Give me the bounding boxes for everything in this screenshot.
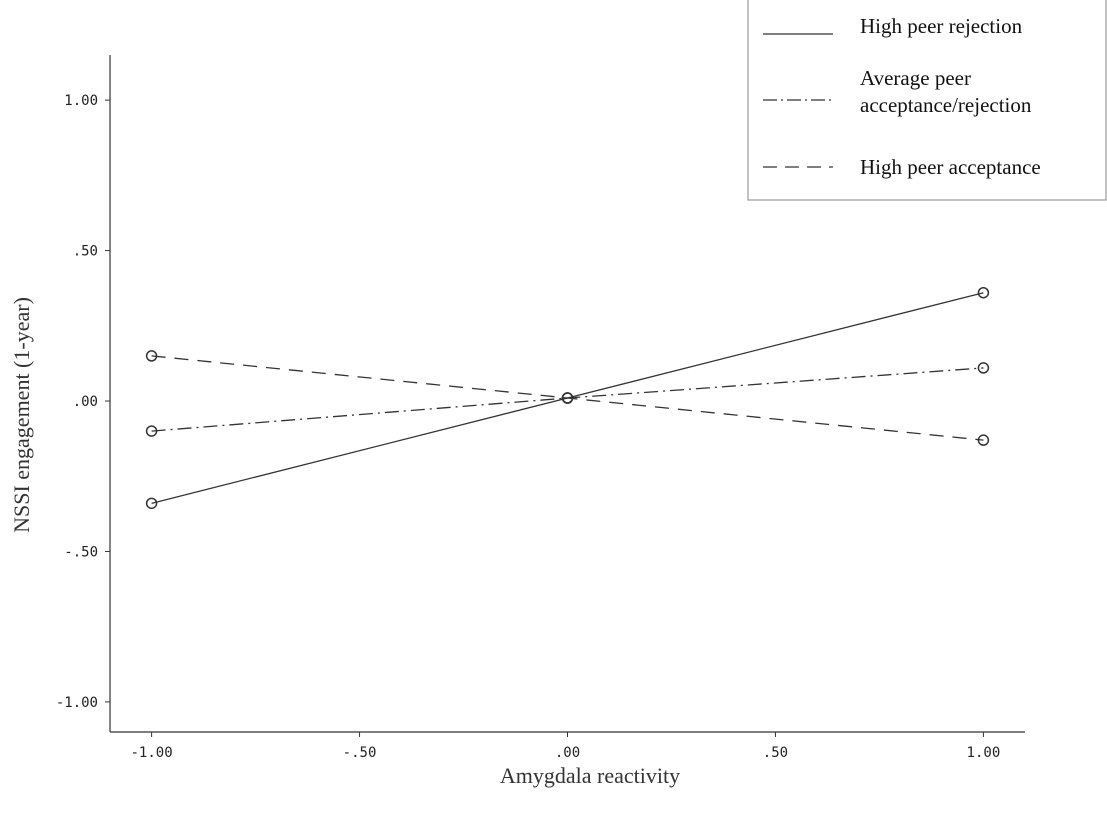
legend-label-high-peer-acceptance: High peer acceptance xyxy=(860,155,1041,179)
data-point-high-peer-rejection xyxy=(977,286,990,299)
x-tick-label: 1.00 xyxy=(967,745,1001,761)
data-point-high-peer-acceptance xyxy=(145,350,158,362)
data-point-high-peer-acceptance xyxy=(977,434,990,446)
legend-label-average: Average peer acceptance/rejection xyxy=(860,66,1032,117)
legend-label-high-peer-rejection: High peer rejection xyxy=(860,14,1023,38)
legend: High peer rejection Average peer accepta… xyxy=(747,0,1107,201)
y-tick-label: .00 xyxy=(73,394,98,410)
legend-label-average-line2: acceptance/rejection xyxy=(860,93,1032,117)
legend-label-average-line1: Average peer xyxy=(860,66,971,90)
x-tick-label: -1.00 xyxy=(131,745,173,761)
x-tick-label: -.50 xyxy=(343,745,377,761)
series-line-average-peer-acceptance-rejection xyxy=(151,367,984,432)
x-axis-ticks: -1.00 -.50 .00 .50 1.00 xyxy=(131,732,1001,761)
x-tick-label: .00 xyxy=(555,745,580,761)
y-tick-label: -.50 xyxy=(64,544,98,560)
y-axis-title: NSSI engagement (1-year) xyxy=(9,297,34,533)
x-axis-title: Amygdala reactivity xyxy=(500,763,680,788)
y-axis-ticks: -1.00 -.50 .00 .50 1.00 xyxy=(56,93,110,711)
data-point-average-peer-acceptance-rejection xyxy=(145,425,158,437)
data-point-high-peer-rejection xyxy=(145,497,158,510)
y-tick-label: 1.00 xyxy=(64,93,98,109)
data-point-average-peer-acceptance-rejection xyxy=(977,362,990,374)
x-tick-label: .50 xyxy=(763,745,788,761)
series-line-high-peer-acceptance xyxy=(151,355,984,441)
data-point-high-peer-acceptance xyxy=(561,392,574,404)
y-tick-label: .50 xyxy=(73,244,98,260)
y-tick-label: -1.00 xyxy=(56,695,98,711)
series-group xyxy=(145,286,990,510)
